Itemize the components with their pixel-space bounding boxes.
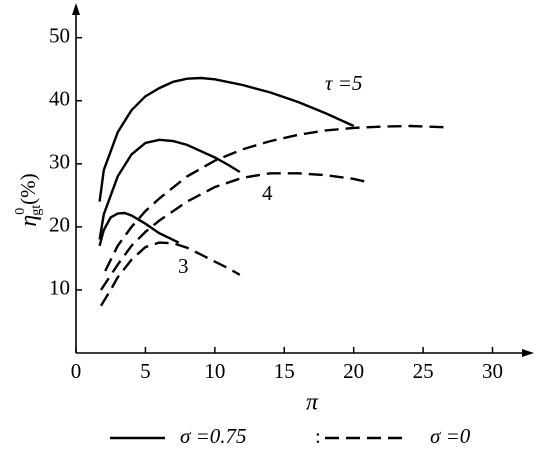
x-axis-label: π — [306, 390, 319, 416]
y-tick-label: 50 — [49, 23, 70, 47]
line — [104, 124, 444, 272]
y-axis-arrow — [72, 3, 80, 15]
line — [98, 76, 355, 202]
y-label-unit: (%) — [16, 173, 40, 204]
x-tick-label: 10 — [204, 359, 225, 383]
x-tick-label: 20 — [343, 359, 364, 383]
x-tick-label: 5 — [140, 359, 151, 383]
y-axis-label: η0gt(%) — [13, 173, 44, 226]
x-axis-arrow — [522, 349, 534, 357]
y-axis-label-text: η0gt(%) — [13, 173, 44, 226]
x-tick-label: 30 — [482, 359, 503, 383]
y-label-sub: gt — [29, 205, 44, 216]
line — [98, 211, 180, 247]
legend-separator: : — [315, 424, 321, 448]
line — [98, 138, 241, 240]
x-tick-label: 15 — [274, 359, 295, 383]
line — [99, 241, 241, 307]
y-label-symbol: η — [16, 215, 42, 227]
y-tick-label: 40 — [49, 87, 70, 111]
legend-label: σ =0 — [430, 424, 471, 448]
x-tick-label: 0 — [71, 359, 82, 383]
line — [99, 172, 371, 291]
y-label-sup: 0 — [13, 208, 28, 215]
annotation: τ =5 — [325, 71, 362, 95]
annotation: 4 — [262, 181, 273, 205]
legend-label: σ =0.75 — [180, 424, 247, 448]
x-tick-label: 25 — [413, 359, 434, 383]
y-tick-label: 30 — [49, 150, 70, 174]
y-tick-label: 20 — [49, 213, 70, 237]
annotation: 3 — [178, 254, 189, 278]
y-tick-label: 10 — [49, 276, 70, 300]
